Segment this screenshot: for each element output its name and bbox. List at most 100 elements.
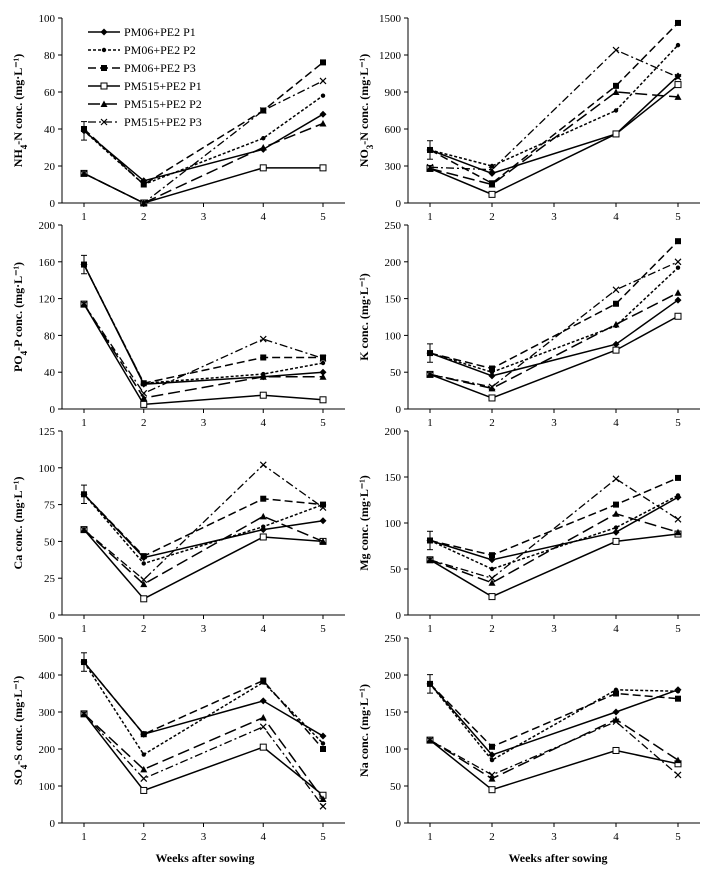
- data-point-s6: [674, 771, 682, 779]
- x-tick-label: 2: [489, 211, 495, 223]
- series-line-6: [429, 261, 679, 388]
- y-tick-label: 250: [385, 220, 402, 232]
- panel-na: 0 50 100 150 200 250 1 2 3 4 5 Na conc. (mg·L⁻¹): [357, 633, 700, 843]
- y-tick-label: 1200: [379, 50, 402, 62]
- data-point-s5: [140, 580, 148, 588]
- y-tick-label: 0: [50, 818, 56, 830]
- series-line-5: [429, 718, 679, 780]
- x-tick-label: 2: [141, 623, 147, 635]
- data-point-s3: [140, 553, 147, 560]
- x-tick-label: 3: [551, 211, 557, 223]
- series-line-3: [429, 683, 679, 748]
- data-point-s3: [320, 59, 326, 66]
- y-tick-label: 50: [390, 781, 402, 793]
- y-tick-label: 300: [39, 707, 56, 719]
- data-point-s3: [613, 690, 619, 697]
- data-point-s3: [320, 501, 326, 508]
- series-line-4: [83, 303, 324, 406]
- data-point-s6: [259, 723, 267, 731]
- series-line-2: [83, 95, 324, 186]
- series-line-4: [83, 713, 324, 796]
- data-point-s2: [489, 757, 495, 763]
- y-tick-label: 500: [39, 633, 56, 645]
- legend-item-4: PM515+PE2 P1: [88, 79, 202, 93]
- series-line-4: [429, 739, 679, 791]
- series-line-6: [429, 720, 679, 776]
- series-line-6: [83, 464, 324, 581]
- data-point-s5: [140, 394, 148, 401]
- series-line-3: [429, 477, 679, 556]
- y-tick-label: 200: [39, 744, 56, 756]
- panel-ca: 0 25 50 75 100 125 1 2 3 4 5 Ca conc. (mg·L⁻¹): [11, 426, 345, 635]
- x-tick-label: 4: [261, 831, 267, 843]
- y-tick-label: 1500: [379, 13, 402, 25]
- series-line-1: [429, 299, 679, 377]
- data-point-s4: [488, 593, 496, 601]
- data-point-s3: [489, 552, 495, 559]
- data-point-s3: [675, 19, 681, 26]
- data-point-s3: [140, 731, 147, 738]
- y-tick-label: 25: [44, 573, 56, 585]
- legend-swatch-marker: [100, 118, 108, 126]
- legend-item-5: PM515+PE2 P2: [88, 97, 202, 111]
- series-line-2: [429, 494, 679, 570]
- data-point-s6: [259, 461, 267, 469]
- data-point-s4: [612, 130, 620, 138]
- data-point-s6: [674, 515, 682, 523]
- data-point-s3: [320, 746, 326, 752]
- y-tick-label: 600: [385, 124, 402, 136]
- y-tick-label: 75: [44, 500, 56, 512]
- y-axis-label: K conc. (mg·L⁻¹): [357, 273, 371, 361]
- series-line-6: [83, 303, 324, 395]
- data-point-s2: [675, 265, 681, 270]
- series-line-6: [83, 713, 324, 807]
- data-point-s6: [488, 166, 496, 174]
- data-point-s3: [260, 677, 267, 684]
- series-line-6: [429, 49, 679, 171]
- y-tick-label: 0: [396, 610, 402, 622]
- x-tick-label: 2: [141, 831, 147, 843]
- data-point-s5: [319, 119, 327, 127]
- x-tick-label: 4: [613, 831, 619, 843]
- data-point-s2: [141, 752, 146, 757]
- data-point-s4: [488, 190, 496, 198]
- data-point-s3: [675, 695, 681, 702]
- data-point-s2: [675, 689, 681, 694]
- y-tick-label: 0: [50, 404, 56, 416]
- legend: PM06+PE2 P1 PM06+PE2 P2 PM06+PE2 P3 PM515+P…: [88, 25, 202, 129]
- y-tick-label: 150: [385, 707, 402, 719]
- data-point-s6: [319, 802, 327, 810]
- x-tick-label: 3: [201, 417, 207, 429]
- y-tick-label: 100: [39, 13, 56, 25]
- y-tick-label: 0: [396, 198, 402, 210]
- series-line-4: [83, 529, 324, 600]
- data-point-s4: [488, 786, 496, 794]
- series-line-2: [83, 493, 324, 565]
- legend-item-2: PM06+PE2 P2: [88, 43, 196, 57]
- x-tick-label: 5: [675, 211, 681, 223]
- data-point-s4: [140, 786, 148, 794]
- y-axis-label: Ca conc. (mg·L⁻¹): [11, 477, 25, 570]
- data-point-s3: [320, 354, 326, 361]
- y-tick-label: 50: [390, 564, 402, 576]
- y-tick-label: 120: [39, 294, 56, 306]
- y-tick-label: 80: [44, 330, 56, 342]
- data-point-s3: [675, 238, 681, 245]
- series-line-2: [83, 661, 324, 756]
- y-tick-label: 160: [39, 257, 56, 269]
- data-point-s4: [259, 391, 267, 399]
- data-point-s6: [319, 354, 327, 362]
- x-tick-label: 2: [489, 417, 495, 429]
- data-point-s6: [488, 771, 496, 779]
- data-point-s1: [612, 708, 620, 716]
- series-line-1: [429, 683, 679, 756]
- data-point-s2: [320, 93, 326, 98]
- data-point-s4: [674, 312, 682, 320]
- data-point-s1: [488, 169, 496, 177]
- data-point-s2: [675, 493, 681, 498]
- data-point-s4: [612, 346, 620, 354]
- series-line-4: [429, 84, 679, 196]
- y-tick-label: 40: [44, 367, 56, 379]
- y-tick-label: 40: [44, 124, 56, 136]
